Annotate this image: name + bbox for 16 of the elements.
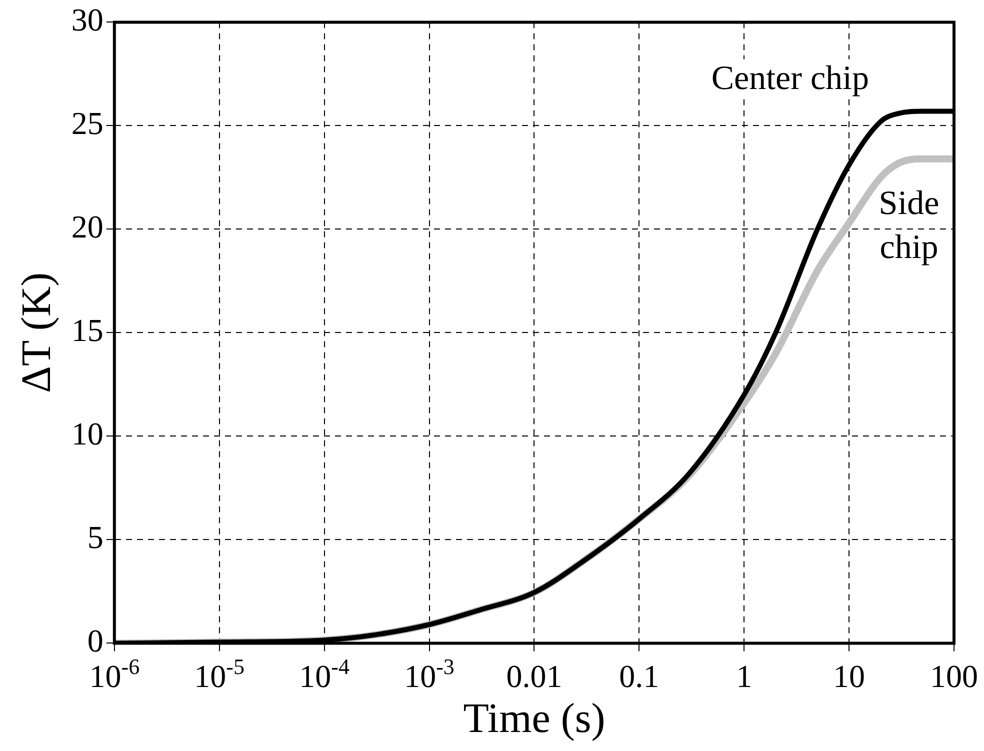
y-tick-label: 20: [71, 208, 104, 245]
y-axis-title: ΔT (K): [14, 272, 60, 394]
y-tick-label: 5: [87, 519, 104, 556]
y-tick-label: 0: [87, 622, 104, 659]
x-tick-label: 1: [736, 658, 752, 694]
x-tick-label: 0.01: [506, 658, 562, 694]
y-tick-label: 30: [71, 2, 104, 38]
x-tick-label: 0.1: [619, 658, 660, 694]
x-tick-label: 10: [833, 658, 866, 694]
series-label: Center chip: [711, 60, 869, 98]
x-tick-label: 100: [930, 658, 978, 694]
y-tick-label: 15: [71, 312, 104, 348]
y-tick-label: 10: [71, 416, 104, 452]
series-label: Side chip: [878, 184, 940, 266]
x-axis-title: Time (s): [463, 696, 606, 742]
y-tick-label: 25: [71, 105, 104, 142]
